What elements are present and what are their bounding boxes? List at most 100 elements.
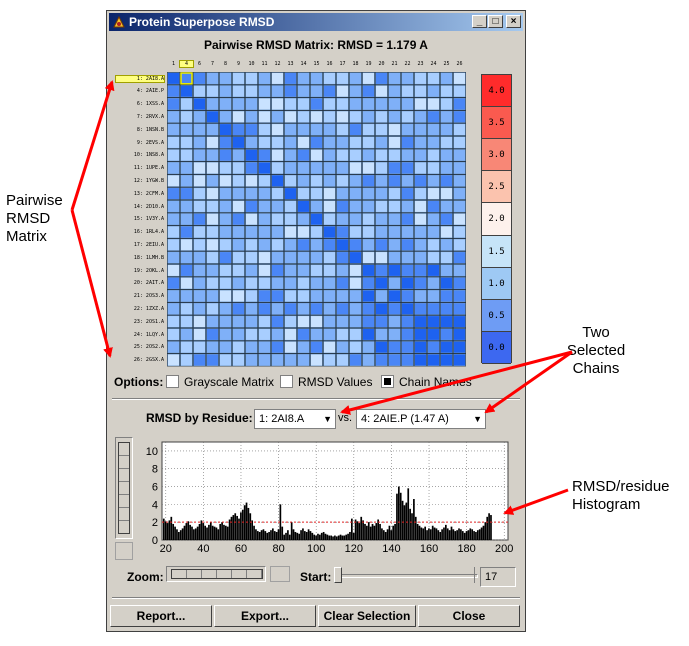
report-button[interactable]: Report... <box>110 605 212 627</box>
matrix-cell[interactable] <box>258 264 271 277</box>
matrix-cell[interactable] <box>453 200 466 213</box>
matrix-cell[interactable] <box>206 226 219 238</box>
matrix-cell[interactable] <box>375 328 388 341</box>
matrix-cell[interactable] <box>401 264 414 277</box>
matrix-cell[interactable] <box>414 174 427 187</box>
matrix-cell[interactable] <box>388 149 401 162</box>
matrix-cell[interactable] <box>167 174 180 187</box>
matrix-cell[interactable] <box>193 72 206 85</box>
matrix-cell[interactable] <box>349 98 362 110</box>
matrix-cell[interactable] <box>284 213 297 226</box>
matrix-cell[interactable] <box>193 213 206 226</box>
matrix-cell[interactable] <box>310 162 323 174</box>
matrix-cell[interactable] <box>180 149 193 162</box>
matrix-cell[interactable] <box>401 213 414 226</box>
matrix-cell[interactable] <box>323 315 336 328</box>
matrix-cell[interactable] <box>245 149 258 162</box>
matrix-cell[interactable] <box>440 136 453 149</box>
matrix-cell[interactable] <box>193 277 206 290</box>
matrix-cell[interactable] <box>414 315 427 328</box>
matrix-cell[interactable] <box>271 302 284 315</box>
matrix-cell[interactable] <box>362 136 375 149</box>
matrix-cell[interactable] <box>310 123 323 136</box>
matrix-cell[interactable] <box>336 123 349 136</box>
matrix-cell[interactable] <box>206 85 219 98</box>
matrix-cell[interactable] <box>271 149 284 162</box>
matrix-cell[interactable] <box>388 302 401 315</box>
matrix-cell[interactable] <box>193 302 206 315</box>
matrix-cell[interactable] <box>375 290 388 302</box>
matrix-cell[interactable] <box>388 328 401 341</box>
matrix-cell[interactable] <box>271 187 284 200</box>
matrix-cell[interactable] <box>310 302 323 315</box>
matrix-cell[interactable] <box>258 123 271 136</box>
matrix-cell[interactable] <box>193 328 206 341</box>
matrix-cell[interactable] <box>362 110 375 123</box>
matrix-cell[interactable] <box>206 328 219 341</box>
matrix-cell[interactable] <box>245 187 258 200</box>
matrix-cell[interactable] <box>375 174 388 187</box>
matrix-cell[interactable] <box>219 110 232 123</box>
matrix-cell[interactable] <box>193 85 206 98</box>
matrix-cell[interactable] <box>427 149 440 162</box>
matrix-cell[interactable] <box>453 341 466 354</box>
matrix-cell[interactable] <box>427 200 440 213</box>
matrix-cell[interactable] <box>336 290 349 302</box>
matrix-cell[interactable] <box>310 174 323 187</box>
matrix-cell[interactable] <box>362 238 375 251</box>
matrix-cell[interactable] <box>427 72 440 85</box>
matrix-column-label[interactable]: 14 <box>300 61 307 67</box>
matrix-cell[interactable] <box>258 72 271 85</box>
matrix-cell[interactable] <box>362 354 375 366</box>
matrix-cell[interactable] <box>388 251 401 264</box>
matrix-cell[interactable] <box>232 98 245 110</box>
start-value-field[interactable]: 17 <box>480 567 516 587</box>
matrix-cell[interactable] <box>362 174 375 187</box>
matrix-cell[interactable] <box>206 277 219 290</box>
matrix-cell[interactable] <box>297 238 310 251</box>
matrix-cell[interactable] <box>232 213 245 226</box>
matrix-cell[interactable] <box>401 174 414 187</box>
matrix-cell[interactable] <box>453 315 466 328</box>
matrix-cell[interactable] <box>323 110 336 123</box>
matrix-cell[interactable] <box>336 136 349 149</box>
clear-selection-button[interactable]: Clear Selection <box>318 605 416 627</box>
matrix-cell[interactable] <box>414 302 427 315</box>
matrix-cell[interactable] <box>167 238 180 251</box>
matrix-cell[interactable] <box>323 277 336 290</box>
matrix-cell[interactable] <box>401 110 414 123</box>
matrix-cell[interactable] <box>440 328 453 341</box>
matrix-cell[interactable] <box>271 213 284 226</box>
matrix-column-label[interactable]: 11 <box>261 61 268 67</box>
matrix-cell[interactable] <box>375 85 388 98</box>
matrix-cell[interactable] <box>414 187 427 200</box>
matrix-cell[interactable] <box>297 110 310 123</box>
export-button[interactable]: Export... <box>214 605 316 627</box>
matrix-cell[interactable] <box>414 200 427 213</box>
matrix-cell[interactable] <box>180 162 193 174</box>
matrix-cell[interactable] <box>453 213 466 226</box>
matrix-cell[interactable] <box>440 238 453 251</box>
matrix-cell[interactable] <box>336 341 349 354</box>
matrix-cell[interactable] <box>375 302 388 315</box>
matrix-cell[interactable] <box>362 251 375 264</box>
matrix-cell[interactable] <box>401 98 414 110</box>
matrix-cell[interactable] <box>427 226 440 238</box>
matrix-cell[interactable] <box>193 174 206 187</box>
matrix-column-label[interactable]: 7 <box>210 61 214 67</box>
matrix-cell[interactable] <box>336 213 349 226</box>
matrix-cell[interactable] <box>375 72 388 85</box>
matrix-cell[interactable] <box>245 110 258 123</box>
matrix-cell[interactable] <box>427 187 440 200</box>
matrix-cell[interactable] <box>258 136 271 149</box>
matrix-row-label[interactable]: 11: 1UPE.A <box>133 165 164 172</box>
matrix-cell[interactable] <box>427 238 440 251</box>
matrix-cell[interactable] <box>388 238 401 251</box>
matrix-cell[interactable] <box>206 187 219 200</box>
matrix-cell[interactable] <box>440 110 453 123</box>
matrix-cell[interactable] <box>258 149 271 162</box>
matrix-cell[interactable] <box>245 213 258 226</box>
matrix-cell[interactable] <box>401 328 414 341</box>
matrix-cell[interactable] <box>232 341 245 354</box>
matrix-cell[interactable] <box>349 226 362 238</box>
